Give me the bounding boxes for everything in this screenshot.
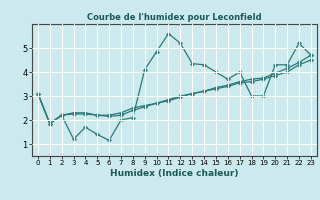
X-axis label: Humidex (Indice chaleur): Humidex (Indice chaleur) <box>110 169 239 178</box>
Title: Courbe de l'humidex pour Leconfield: Courbe de l'humidex pour Leconfield <box>87 13 262 22</box>
